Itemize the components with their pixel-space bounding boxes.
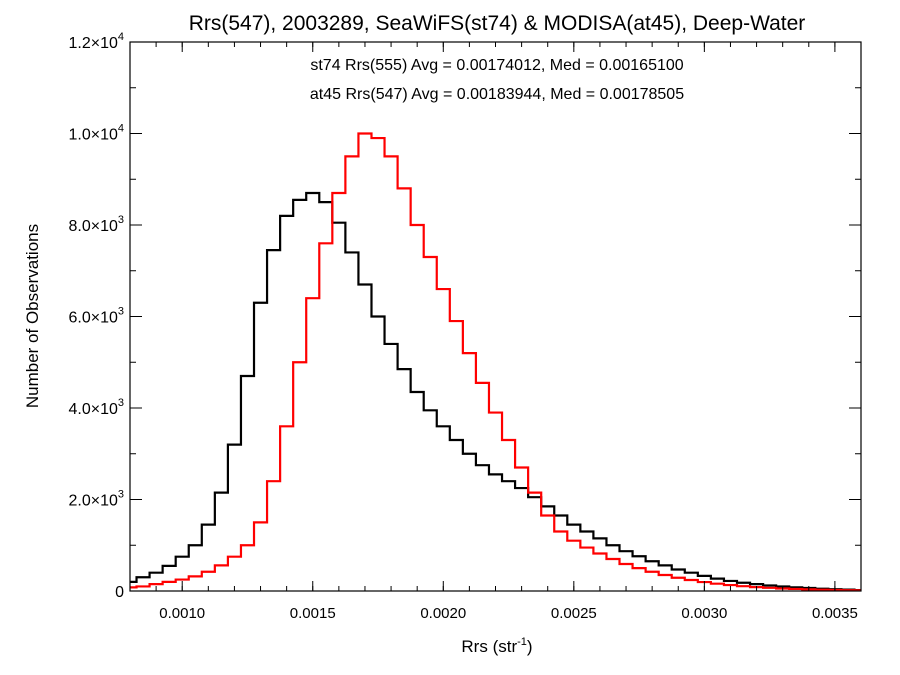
y-tick-label-2: 4.0×103 [68, 397, 124, 418]
y-tick-label-1: 2.0×103 [68, 489, 124, 510]
x-axis-label-close: ) [527, 637, 533, 656]
y-tick-label-5: 1.0×104 [68, 123, 124, 144]
x-tick-label-5: 0.0035 [812, 605, 858, 622]
x-tick-label-3: 0.0025 [551, 605, 597, 622]
x-axis-label-sup: -1 [517, 636, 527, 648]
x-axis: 0.0010 0.0015 0.0020 0.0025 0.0030 0.0035 [129, 42, 862, 622]
x-tick-label-2: 0.0020 [420, 605, 466, 622]
y-tick-label-0: 0 [115, 584, 124, 601]
x-axis-label: Rrs (str-1) [461, 636, 532, 656]
x-axis-label-main: Rrs (str [461, 637, 517, 656]
y-tick-label-4: 8.0×103 [68, 214, 124, 235]
y-tick-label-3: 6.0×103 [68, 306, 124, 327]
y-axis-label: Number of Observations [23, 224, 42, 408]
plot-area [130, 132, 861, 592]
chart-title: Rrs(547), 2003289, SeaWiFS(st74) & MODIS… [189, 12, 806, 35]
x-tick-label-0: 0.0010 [159, 605, 205, 622]
annotation-st74: st74 Rrs(555) Avg = 0.00174012, Med = 0.… [310, 57, 683, 74]
x-tick-label-4: 0.0030 [681, 605, 727, 622]
series-layer [130, 132, 861, 592]
series-line-1 [130, 132, 861, 592]
series-line-0 [130, 191, 861, 592]
y-axis: 0 2.0×103 4.0×103 6.0×103 8.0×103 1.0×104 1.2×… [68, 31, 861, 601]
annotation-at45: at45 Rrs(547) Avg = 0.00183944, Med = 0.… [310, 86, 684, 103]
y-tick-label-6: 1.2×104 [68, 31, 124, 52]
x-tick-label-1: 0.0015 [290, 605, 336, 622]
